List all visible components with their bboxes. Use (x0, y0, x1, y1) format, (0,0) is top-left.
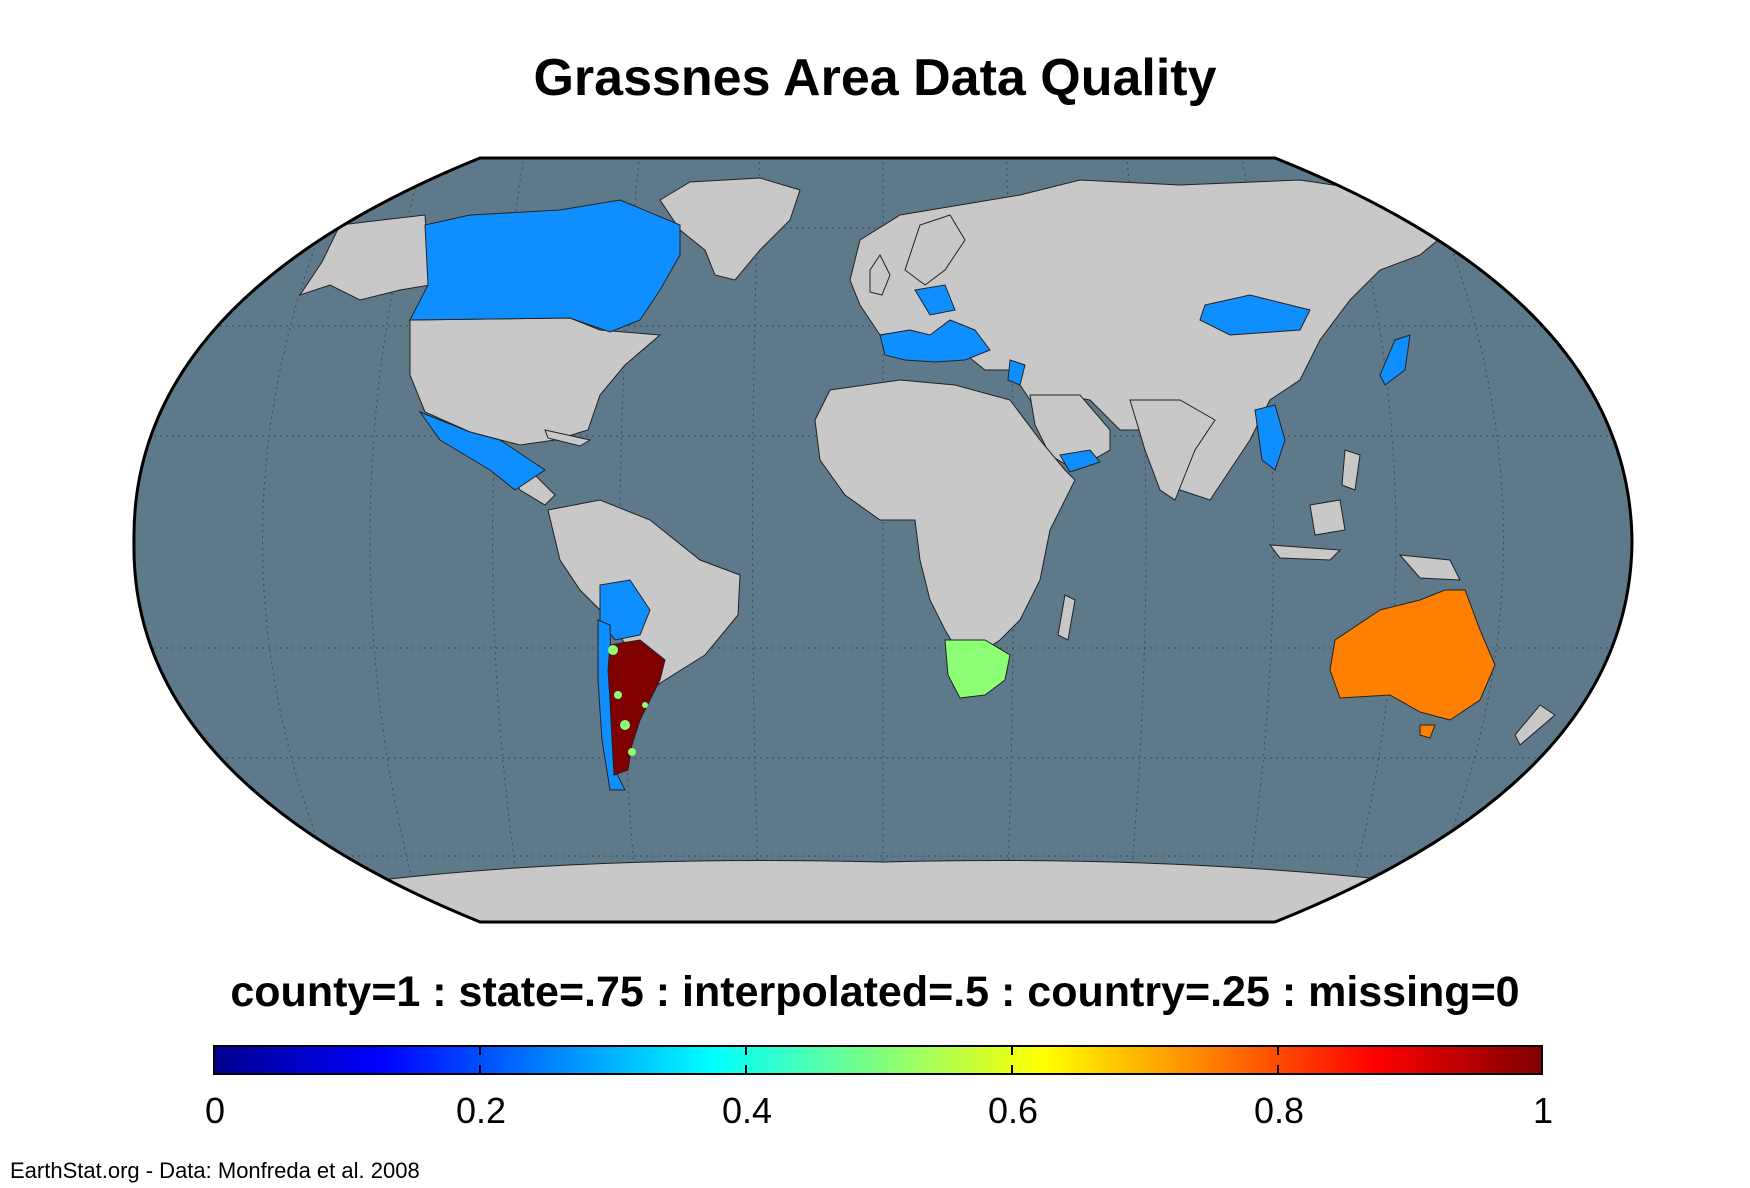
region-yemen (1059, 449, 1101, 473)
usa (409, 317, 662, 446)
globe-outline (132, 156, 1634, 924)
colorbar-tick (1011, 1047, 1013, 1055)
region-bolivia-paraguay (599, 579, 651, 641)
region-argentina-patch (608, 645, 618, 655)
colorbar-tick (1277, 1047, 1279, 1055)
colorbar-tick (479, 1065, 481, 1073)
scandinavia (904, 214, 966, 286)
region-tasmania (1419, 724, 1436, 739)
borneo (1309, 499, 1346, 536)
india (1129, 399, 1216, 501)
colorbar-tick-label: 0.8 (1253, 1090, 1305, 1131)
colorbar (213, 1045, 1543, 1075)
region-japan (1379, 334, 1411, 386)
colorbar-tick-label: 1 (1532, 1090, 1554, 1131)
region-europe (879, 319, 991, 363)
colorbar-tick (479, 1047, 481, 1055)
greenland (659, 177, 801, 281)
philippines (1341, 449, 1361, 491)
map-title: Grassnes Area Data Quality (533, 49, 1217, 107)
south-america (547, 499, 741, 691)
region-mexico (418, 410, 546, 491)
colorbar-tick (1011, 1065, 1013, 1073)
antarctica (379, 859, 1391, 922)
colorbar-tick-label: 0.6 (987, 1090, 1039, 1131)
region-argentina-patch (642, 702, 648, 708)
region-canada (409, 199, 681, 333)
region-south-africa (944, 639, 1011, 699)
indonesia (1268, 544, 1342, 561)
colorbar-tick (745, 1065, 747, 1073)
region-levant (1007, 359, 1026, 386)
land-missing (298, 177, 1556, 922)
region-mongolia (1199, 294, 1311, 336)
colorbar-tick (745, 1047, 747, 1055)
new-guinea (1398, 554, 1461, 581)
colorbar-tick-label: 0.4 (721, 1090, 773, 1131)
region-myanmar (1254, 404, 1286, 471)
region-argentina (607, 639, 666, 776)
cuba (544, 429, 592, 447)
region-argentina-patch (628, 748, 636, 756)
colorbar-tick-label: 0.2 (455, 1090, 507, 1131)
colorbar-tick (1277, 1065, 1279, 1073)
region-argentina-patch (614, 691, 622, 699)
new-zealand (1514, 704, 1556, 746)
data-regions (409, 199, 1496, 791)
region-argentina-patch (620, 720, 630, 730)
region-australia (1329, 589, 1496, 721)
data-credit: EarthStat.org - Data: Monfreda et al. 20… (10, 1158, 420, 1183)
madagascar (1057, 594, 1076, 641)
region-central-europe (914, 284, 956, 316)
colorbar-tick-label: 0 (204, 1090, 226, 1131)
legend-caption: county=1 : state=.75 : interpolated=.5 :… (230, 968, 1520, 1016)
uk (869, 254, 891, 296)
